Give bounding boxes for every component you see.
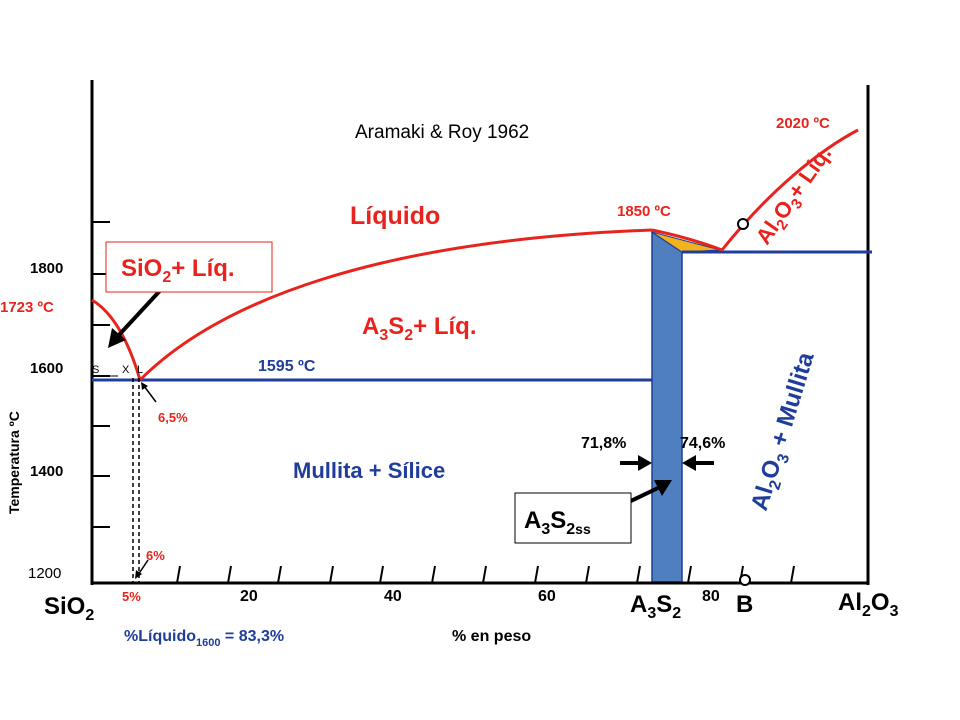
right-boundary-arrowhead [682,455,696,471]
left-end-member: SiO2 [44,593,94,624]
temp-tick-1600: 1600 [30,360,63,377]
lever-rule-result: %Líquido1600 = 83,3% [124,628,284,649]
composition-axis-label: % en peso [452,628,531,645]
left-boundary-arrowhead [638,455,652,471]
liquidus-point-pointer [143,385,157,403]
composition-ticks [176,565,795,584]
comp-tick-20: 20 [240,588,258,605]
silica-melting-temp: 1723 ºC [0,299,54,316]
eutectic-temp: 1595 ºC [258,358,316,375]
mullite-composition-label: A3S2 [630,591,681,622]
right-end-member: Al2O3 [838,589,899,620]
alumina-liquidus-point [737,218,749,230]
a3s2-liquid-label: A3S2+ Líq. [362,313,477,344]
temp-tick-1400: 1400 [30,463,63,480]
temp-tick-1200: 1200 [28,565,61,582]
solidus-right-composition: 74,6% [680,435,725,452]
mullite-liquidus-right [651,228,723,252]
x-point-composition: 6% [146,548,165,563]
x-point-arrowhead [135,570,142,579]
mullite-ss-box [514,492,632,544]
alumina-liquid-label: Al2O3+ Líq. [751,141,840,251]
mullite-silica-label: Mullita + Sílice [293,458,445,483]
alumina-mullite-label: Al2O3 + Mullita [746,349,824,515]
silica-liquid-label: SiO2+ Líq. [121,255,235,286]
comp-tick-40: 40 [384,588,402,605]
alumina-liquidus [720,128,859,251]
source-label: Aramaki & Roy 1962 [355,122,529,143]
mullite-ss-arrowhead [654,480,672,496]
liquidus-point-composition: 6,5% [158,410,188,425]
liquid-region-label: Líquido [350,202,440,230]
mullite-solid-solution-region [651,230,683,583]
composition-b-point [739,574,751,586]
liquidus-point-arrowhead [141,382,148,390]
mullite-liquidus [138,228,653,382]
silica-liquidus [91,298,142,381]
x-axis-mark-composition: 5% [122,589,141,604]
comp-tick-80: 80 [702,588,720,605]
silica-liquid-arrowhead [108,328,126,348]
solidus-left-composition: 71,8% [581,435,626,452]
lever-marker-s: S [92,364,99,376]
point-b-label: B [736,591,753,618]
temperature-axis-label: Temperatura ºC [6,411,22,514]
temp-tick-1800: 1800 [30,260,63,277]
comp-tick-60: 60 [538,588,556,605]
lever-marker-l: L [137,364,143,376]
mullite-ss-label: A3S2ss [524,507,591,538]
lever-marker-x: X [122,364,130,376]
alumina-melting-temp: 2020 ºC [776,115,830,132]
mullite-melting-temp: 1850 ºC [617,203,671,220]
silica-liquid-box [105,241,273,293]
